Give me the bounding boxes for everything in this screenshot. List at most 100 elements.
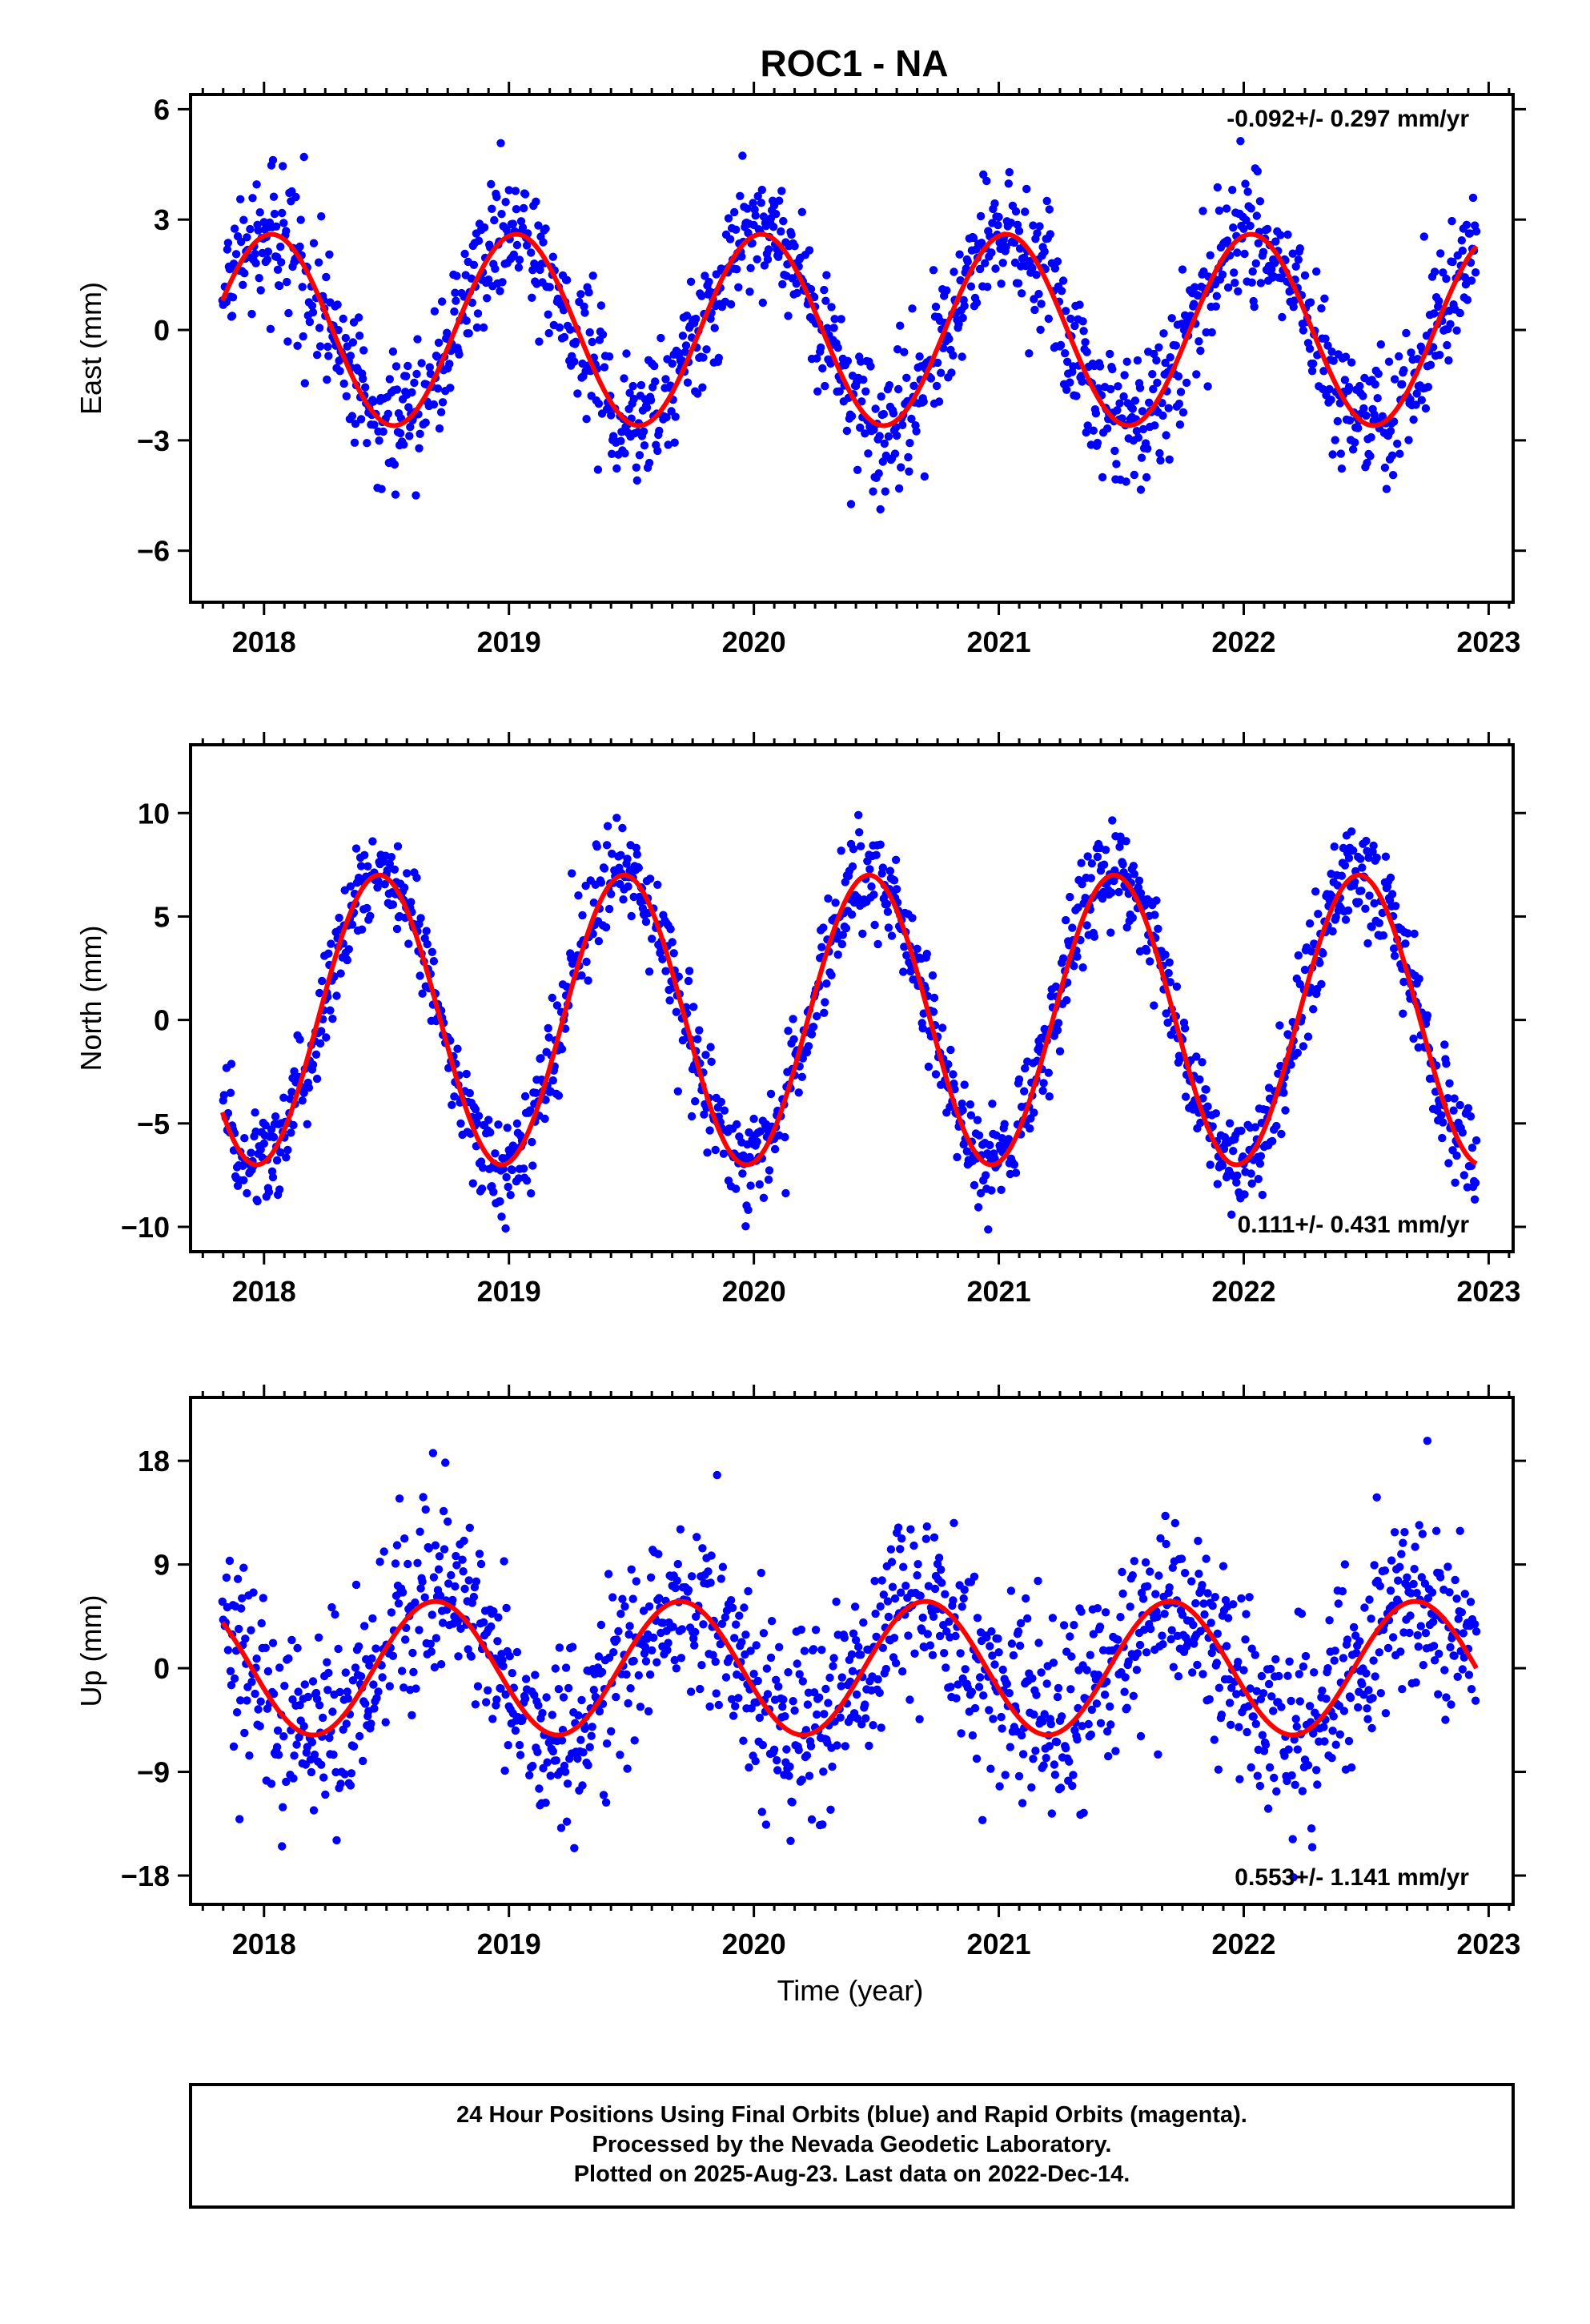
data-point bbox=[532, 1088, 540, 1098]
data-point bbox=[642, 403, 652, 412]
data-point bbox=[1152, 896, 1161, 905]
data-point bbox=[711, 1145, 720, 1155]
data-point bbox=[473, 309, 483, 318]
data-point bbox=[1178, 408, 1188, 417]
data-point bbox=[596, 301, 606, 310]
data-point bbox=[1025, 349, 1034, 358]
data-point bbox=[1089, 1630, 1098, 1638]
data-point bbox=[855, 828, 864, 837]
data-point bbox=[706, 1578, 715, 1587]
data-point bbox=[990, 1660, 999, 1669]
data-point bbox=[1360, 1603, 1369, 1612]
data-point bbox=[261, 1643, 270, 1652]
data-point bbox=[1307, 1824, 1316, 1833]
data-point bbox=[303, 1692, 312, 1702]
data-point bbox=[1430, 267, 1439, 276]
data-point bbox=[1066, 378, 1074, 387]
data-point bbox=[757, 1568, 765, 1578]
data-point bbox=[629, 1656, 638, 1666]
data-point bbox=[1137, 453, 1146, 462]
data-point bbox=[1222, 1642, 1231, 1651]
data-point bbox=[1271, 1655, 1280, 1664]
data-point bbox=[1264, 1679, 1274, 1689]
data-point bbox=[1348, 445, 1358, 454]
data-point bbox=[1430, 1656, 1439, 1665]
data-point bbox=[541, 1798, 550, 1807]
y-axis-label: Up (mm) bbox=[74, 1595, 107, 1707]
data-point bbox=[869, 487, 877, 496]
data-point bbox=[323, 342, 332, 352]
data-point bbox=[612, 464, 621, 473]
data-point bbox=[233, 1574, 243, 1583]
data-point bbox=[1126, 1602, 1134, 1611]
data-point bbox=[712, 270, 721, 279]
data-point bbox=[1146, 957, 1154, 966]
data-point bbox=[1291, 1715, 1300, 1723]
data-point bbox=[972, 1754, 982, 1763]
data-point bbox=[257, 1618, 266, 1628]
data-point bbox=[957, 1729, 966, 1738]
data-point bbox=[496, 1684, 505, 1693]
data-point bbox=[229, 1742, 239, 1751]
data-point bbox=[1440, 1666, 1449, 1675]
data-point bbox=[883, 1597, 893, 1606]
data-point bbox=[1354, 424, 1363, 432]
data-point bbox=[692, 314, 701, 324]
data-point bbox=[1174, 1672, 1183, 1681]
data-point bbox=[293, 341, 302, 350]
data-point bbox=[652, 1658, 661, 1667]
data-point bbox=[687, 1112, 697, 1121]
data-point bbox=[1351, 438, 1359, 447]
data-point bbox=[848, 1667, 857, 1675]
data-point bbox=[1305, 344, 1315, 353]
data-point bbox=[1153, 378, 1162, 388]
data-point bbox=[970, 1180, 979, 1190]
data-point bbox=[254, 226, 263, 235]
data-point bbox=[546, 1771, 555, 1780]
data-point bbox=[1077, 858, 1086, 867]
data-point bbox=[669, 1622, 677, 1631]
data-point bbox=[620, 1602, 629, 1611]
data-point bbox=[1328, 450, 1337, 459]
data-point bbox=[793, 1659, 801, 1668]
data-point bbox=[377, 485, 386, 493]
data-point bbox=[556, 1823, 566, 1832]
data-point bbox=[1020, 1087, 1029, 1096]
data-point bbox=[263, 247, 273, 256]
data-point bbox=[891, 423, 901, 432]
data-point bbox=[1399, 977, 1408, 987]
data-point bbox=[497, 210, 506, 219]
data-point bbox=[1217, 1711, 1227, 1719]
data-point bbox=[733, 265, 741, 274]
data-point bbox=[798, 1677, 807, 1686]
data-point bbox=[361, 383, 370, 392]
x-tick-label: 2020 bbox=[722, 1928, 786, 1960]
data-point bbox=[1340, 1560, 1350, 1569]
data-point bbox=[609, 1648, 618, 1657]
model-curve-up bbox=[220, 1598, 1479, 1738]
data-point bbox=[998, 259, 1007, 267]
data-point bbox=[785, 1762, 794, 1771]
data-point bbox=[1114, 887, 1123, 897]
data-point bbox=[1037, 300, 1046, 308]
data-point bbox=[1460, 273, 1470, 282]
data-point bbox=[896, 321, 905, 330]
data-point bbox=[1457, 236, 1467, 245]
data-point bbox=[790, 242, 799, 251]
data-point bbox=[1251, 1123, 1260, 1132]
data-point bbox=[1121, 1673, 1130, 1682]
data-point bbox=[761, 1820, 771, 1829]
data-point bbox=[976, 211, 986, 221]
data-point bbox=[822, 271, 831, 279]
data-point bbox=[1180, 1023, 1190, 1033]
data-point bbox=[930, 993, 939, 1003]
data-point bbox=[1468, 1144, 1477, 1152]
data-point bbox=[785, 1771, 793, 1780]
data-point bbox=[1283, 1671, 1292, 1680]
data-point bbox=[673, 1559, 682, 1569]
data-point bbox=[1044, 1068, 1054, 1077]
data-point bbox=[430, 1663, 440, 1672]
data-point bbox=[282, 227, 291, 235]
data-point bbox=[922, 1522, 932, 1531]
